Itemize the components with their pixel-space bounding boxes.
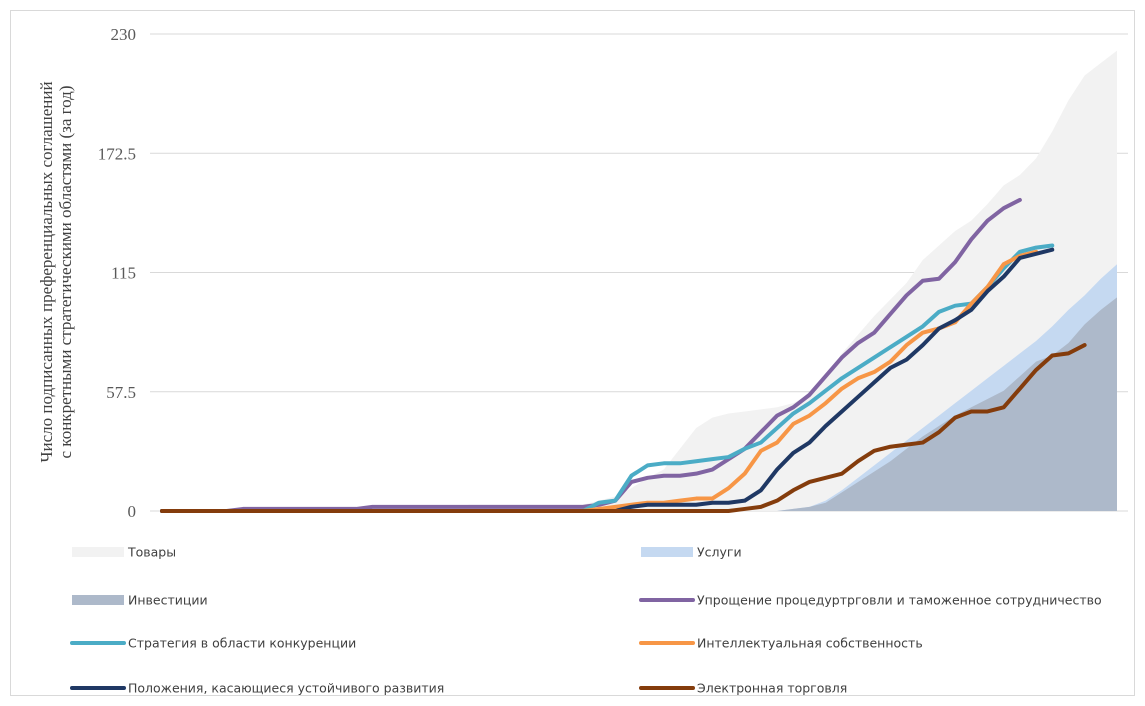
area-series-3 <box>162 297 1117 511</box>
line-series-5 <box>160 343 1087 513</box>
y-axis-label: Число подписанных преференциальных согла… <box>37 81 56 462</box>
y-tick-label: 115 <box>111 264 136 283</box>
y-tick-label: 0 <box>128 502 137 521</box>
y-tick-label: 230 <box>111 25 137 44</box>
y-tick-label: 172.5 <box>98 144 136 163</box>
legend-label: Стратегия в области конкуренции <box>128 636 356 651</box>
y-axis-label: с конкретными стратегическими областями … <box>56 86 75 459</box>
legend-label: Инвестиции <box>128 593 208 608</box>
legend-swatch-area <box>72 595 124 605</box>
legend-label: Товары <box>127 545 176 560</box>
legend-label: Услуги <box>697 545 742 560</box>
legend-label: Упрощение процедуртрговли и таможенное с… <box>697 593 1102 608</box>
legend-label: Положения, касающиеся устойчивого развит… <box>128 681 444 696</box>
legend-swatch-area <box>641 547 693 557</box>
area-series-1 <box>162 50 1117 511</box>
legend-swatch-area <box>72 547 124 557</box>
legend-label: Интеллектуальная собственность <box>697 636 923 651</box>
legend-label: Электронная торговля <box>697 681 847 696</box>
y-tick-label: 57.5 <box>106 383 136 402</box>
